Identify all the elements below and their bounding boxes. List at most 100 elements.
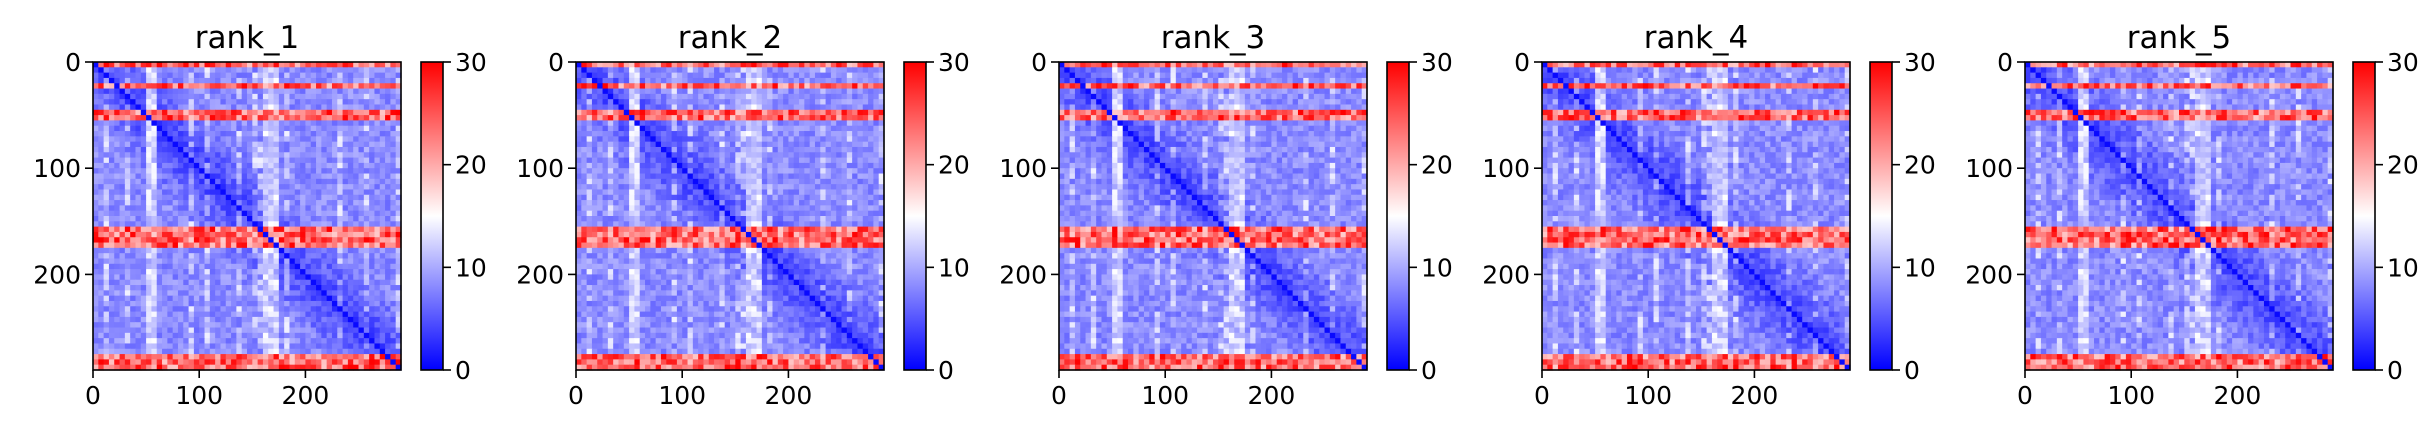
heatmap-cell: [740, 168, 747, 175]
heatmap-cell: [591, 200, 598, 206]
heatmap-cell: [316, 77, 322, 84]
heatmap-cell: [231, 184, 237, 191]
heatmap-cell: [756, 168, 763, 175]
heatmap-cell: [199, 72, 206, 79]
heatmap-cell: [698, 72, 705, 79]
heatmap-cell: [247, 200, 253, 206]
heatmap-cell: [294, 348, 301, 355]
heatmap-cell: [199, 162, 206, 169]
heatmap-cell: [156, 348, 163, 355]
heatmap-cell: [379, 109, 386, 116]
heatmap-cell: [379, 210, 386, 217]
heatmap-cell: [310, 162, 317, 169]
heatmap-cell: [820, 162, 827, 169]
heatmap-cell: [836, 104, 843, 111]
heatmap-cell: [395, 88, 402, 95]
heatmap-cell: [305, 173, 312, 180]
heatmap-cell: [576, 157, 582, 164]
heatmap-cell: [231, 141, 237, 148]
heatmap-cell: [374, 194, 381, 201]
heatmap-cell: [321, 348, 328, 355]
heatmap-cell: [639, 141, 646, 148]
heatmap-cell: [114, 157, 121, 164]
heatmap-cell: [172, 136, 179, 143]
heatmap-cell: [857, 173, 864, 180]
heatmap-cell: [268, 295, 275, 302]
heatmap-cell: [151, 115, 158, 122]
heatmap-cell: [385, 354, 391, 360]
heatmap-cell: [146, 62, 153, 68]
heatmap-cell: [761, 194, 768, 201]
heatmap-cell: [650, 120, 657, 127]
heatmap-cell: [761, 93, 768, 100]
heatmap-cell: [602, 62, 609, 68]
heatmap-cell: [146, 93, 153, 100]
heatmap-cell: [183, 311, 190, 318]
heatmap-cell: [682, 115, 689, 122]
heatmap-cell: [114, 178, 121, 185]
heatmap-cell: [289, 311, 296, 318]
panel-title: rank_1: [195, 20, 300, 56]
heatmap-cell: [390, 141, 397, 148]
heatmap-cell: [310, 242, 317, 249]
heatmap-cell: [342, 194, 349, 201]
heatmap-cell: [655, 136, 662, 143]
heatmap-cell: [326, 221, 333, 228]
heatmap-cell: [692, 131, 699, 137]
heatmap-cell: [241, 274, 248, 281]
heatmap-cell: [671, 200, 678, 206]
heatmap-cell: [289, 242, 296, 249]
heatmap-cell: [751, 88, 758, 95]
heatmap-cell: [719, 146, 726, 153]
heatmap-cell: [93, 83, 99, 90]
heatmap-cell: [337, 258, 344, 265]
heatmap-cell: [156, 247, 163, 254]
heatmap-cell: [363, 136, 370, 143]
heatmap-cell: [358, 178, 365, 185]
heatmap-cell: [231, 99, 237, 106]
heatmap-cell: [395, 300, 402, 307]
heatmap-cell: [321, 263, 328, 270]
heatmap-cell: [602, 99, 609, 106]
heatmap-cell: [231, 253, 237, 260]
heatmap-cell: [209, 72, 216, 79]
heatmap-cell: [353, 83, 360, 90]
heatmap-cell: [103, 152, 110, 159]
heatmap-cell: [353, 242, 360, 249]
heatmap-cell: [735, 109, 742, 116]
heatmap-cell: [714, 141, 720, 148]
heatmap-cell: [714, 146, 720, 153]
heatmap-cell: [358, 306, 365, 313]
heatmap-cell: [262, 285, 269, 291]
heatmap-cell: [103, 131, 110, 137]
heatmap-cell: [379, 311, 386, 318]
heatmap-cell: [273, 354, 280, 360]
heatmap-cell: [262, 146, 269, 153]
heatmap-cell: [735, 72, 742, 79]
heatmap-cell: [395, 216, 402, 222]
heatmap-cell: [103, 184, 110, 191]
heatmap-cell: [878, 131, 885, 137]
heatmap-cell: [607, 99, 614, 106]
heatmap-cell: [262, 300, 269, 307]
heatmap-cell: [326, 178, 333, 185]
heatmap-cell: [363, 300, 370, 307]
heatmap-cell: [215, 77, 222, 84]
heatmap-cell: [390, 263, 397, 270]
heatmap-cell: [193, 311, 200, 318]
heatmap-cell: [257, 189, 264, 196]
heatmap-cell: [241, 295, 248, 302]
heatmap-cell: [209, 136, 216, 143]
heatmap-cell: [140, 152, 147, 159]
heatmap-cell: [623, 178, 630, 185]
heatmap-cell: [724, 88, 731, 95]
heatmap-cell: [215, 146, 222, 153]
heatmap-cell: [103, 67, 110, 74]
heatmap-cell: [130, 348, 137, 355]
heatmap-cell: [108, 231, 115, 238]
heatmap-cell: [231, 83, 237, 90]
heatmap-cell: [108, 285, 115, 291]
heatmap-cell: [793, 62, 800, 68]
heatmap-cell: [395, 221, 402, 228]
heatmap-cell: [809, 173, 816, 180]
